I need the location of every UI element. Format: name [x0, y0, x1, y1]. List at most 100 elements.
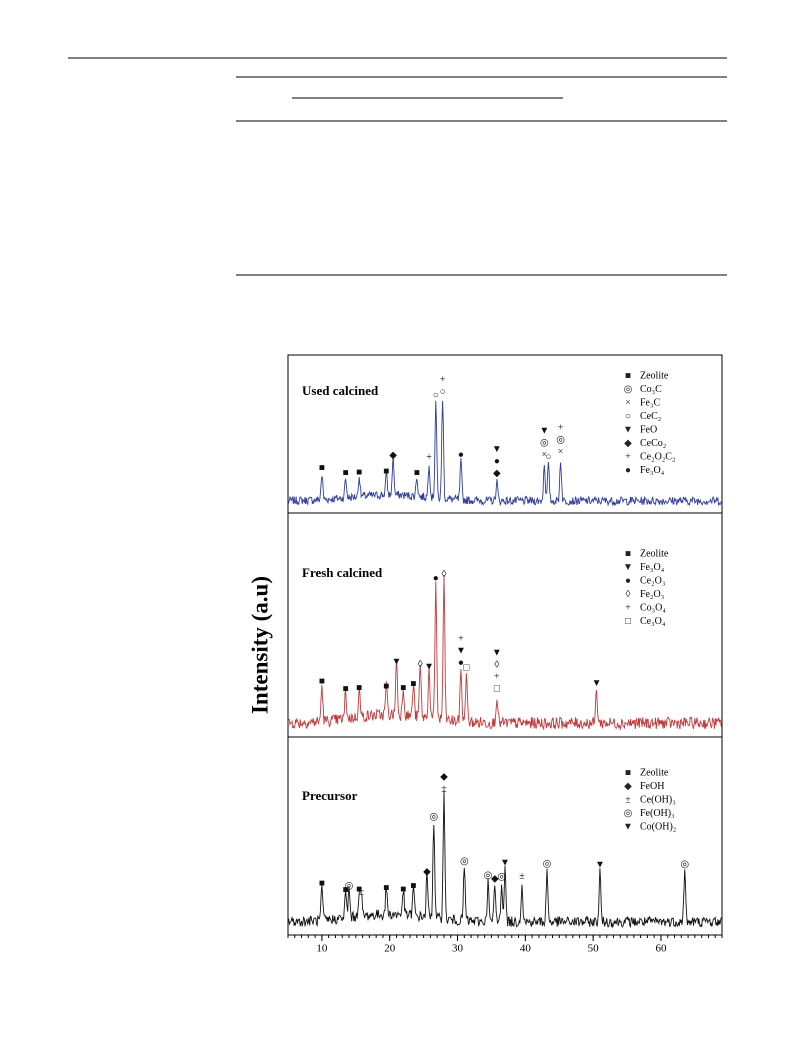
legend-label: CeCo₂: [640, 438, 666, 449]
peak-marker: ●: [458, 449, 464, 460]
peak-marker: ▼: [592, 678, 602, 689]
peak-marker: +: [426, 452, 432, 463]
legend-marker: ▼: [623, 562, 633, 573]
legend-marker: ±: [625, 794, 631, 805]
peak-marker: ■: [400, 683, 406, 694]
peak-marker: ▼: [492, 444, 502, 455]
peak-marker: ◆: [389, 450, 397, 461]
peak-marker: ▼: [456, 645, 466, 656]
peak-marker: ■: [410, 880, 416, 891]
legend-label: Zeolite: [640, 767, 669, 778]
x-tick-label: 10: [316, 943, 328, 955]
legend-marker: ×: [625, 397, 631, 408]
peak-marker: ▼: [500, 857, 510, 868]
xrd-trace: [287, 575, 722, 731]
peak-marker: ×: [542, 450, 548, 461]
peak-marker: ◎: [556, 434, 565, 445]
legend-label: Zeolite: [640, 548, 669, 559]
peak-marker: ◎: [484, 870, 493, 881]
panel-title: Fresh calcined: [302, 565, 383, 580]
peak-marker: ■: [343, 468, 349, 479]
legend-marker: ◎: [624, 384, 633, 395]
peak-marker: ◎: [680, 859, 689, 870]
legend-marker: ●: [625, 465, 631, 476]
legend-marker: ◊: [626, 589, 631, 600]
peak-marker: +: [494, 672, 500, 683]
peak-marker: □: [463, 662, 469, 673]
legend-label: Zeolite: [640, 370, 669, 381]
peak-marker: ×: [558, 446, 564, 457]
peak-marker: ■: [319, 878, 325, 889]
legend-marker: ▼: [623, 424, 633, 435]
xrd-trace: [287, 400, 722, 507]
panel-title: Used calcined: [302, 383, 379, 398]
x-tick-label: 50: [588, 943, 600, 955]
legend-marker: ●: [625, 575, 631, 586]
x-tick-label: 30: [452, 943, 464, 955]
peak-marker: ◊: [494, 660, 499, 671]
peak-marker: +: [558, 422, 564, 433]
peak-marker: ◎: [345, 880, 354, 891]
peak-marker: ○: [440, 386, 446, 397]
legend-label: Fe₂O₃: [640, 589, 664, 600]
legend-label: Co₃O₄: [640, 602, 666, 613]
peak-marker: ◎: [543, 859, 552, 870]
peak-marker: ■: [383, 882, 389, 893]
peak-marker: ■: [383, 681, 389, 692]
panel-title: Precursor: [302, 788, 358, 803]
peak-marker: ■: [319, 676, 325, 687]
peak-marker: ▼: [595, 860, 605, 871]
peak-marker: ■: [414, 467, 420, 478]
legend-marker: ■: [625, 548, 631, 559]
peak-marker: □: [494, 684, 500, 695]
legend-label: Co₃C: [640, 384, 662, 395]
legend-marker: ◎: [624, 808, 633, 819]
peak-marker: ◊: [418, 659, 423, 670]
peak-marker: +: [440, 374, 446, 385]
peak-marker: ◎: [460, 856, 469, 867]
xrd-figure: Intensity (a.u) 10 20 30 40 50 60 Used calcine…: [247, 354, 723, 955]
peak-marker: ●: [433, 573, 439, 584]
legend-label: Fe(OH)₃: [640, 808, 675, 819]
legend-marker: □: [625, 616, 631, 627]
peak-marker: ▼: [424, 661, 434, 672]
peak-marker: ±: [358, 886, 364, 897]
x-tick-label: 60: [655, 943, 667, 955]
peak-marker: ◎: [540, 438, 549, 449]
peak-marker: ◆: [440, 771, 448, 782]
peak-marker: ◆: [493, 468, 501, 479]
peak-marker: ▼: [492, 648, 502, 659]
legend-marker: ■: [625, 370, 631, 381]
peak-marker: ■: [343, 885, 349, 896]
y-axis-label: Intensity (a.u): [247, 576, 272, 714]
legend-label: Ce(OH)₃: [640, 794, 676, 805]
peak-marker: ◆: [423, 866, 431, 877]
legend-label: Co(OH)₂: [640, 821, 676, 832]
peak-marker: ■: [400, 884, 406, 895]
legend-marker: ○: [625, 411, 631, 422]
peak-marker: ▼: [539, 426, 549, 437]
peak-marker: ●: [458, 657, 464, 668]
peak-marker: ■: [356, 467, 362, 478]
peak-marker: ◆: [491, 874, 499, 885]
legend-marker: ▼: [623, 821, 633, 832]
legend-label: Fe₃C: [640, 397, 660, 408]
legend-label: Ce₂O₂C₂: [640, 451, 675, 462]
peak-marker: ●: [494, 456, 500, 467]
peak-marker: ◎: [429, 812, 438, 823]
peak-marker: ■: [356, 884, 362, 895]
peak-marker: ▼: [392, 656, 402, 667]
peak-marker: +: [458, 633, 464, 644]
peak-marker: ○: [545, 451, 551, 462]
legend-marker: ◆: [624, 438, 632, 449]
peak-marker: ■: [343, 684, 349, 695]
legend-label: Ce₃O₄: [640, 616, 666, 627]
peak-marker: ■: [356, 683, 362, 694]
x-tick-label: 40: [520, 943, 532, 955]
peak-marker: ■: [410, 679, 416, 690]
legend-label: Fe₃O₄: [640, 465, 665, 476]
peak-marker: ±: [441, 783, 447, 794]
peak-marker: ±: [519, 871, 525, 882]
legend-label: Ce₂O₃: [640, 575, 665, 586]
